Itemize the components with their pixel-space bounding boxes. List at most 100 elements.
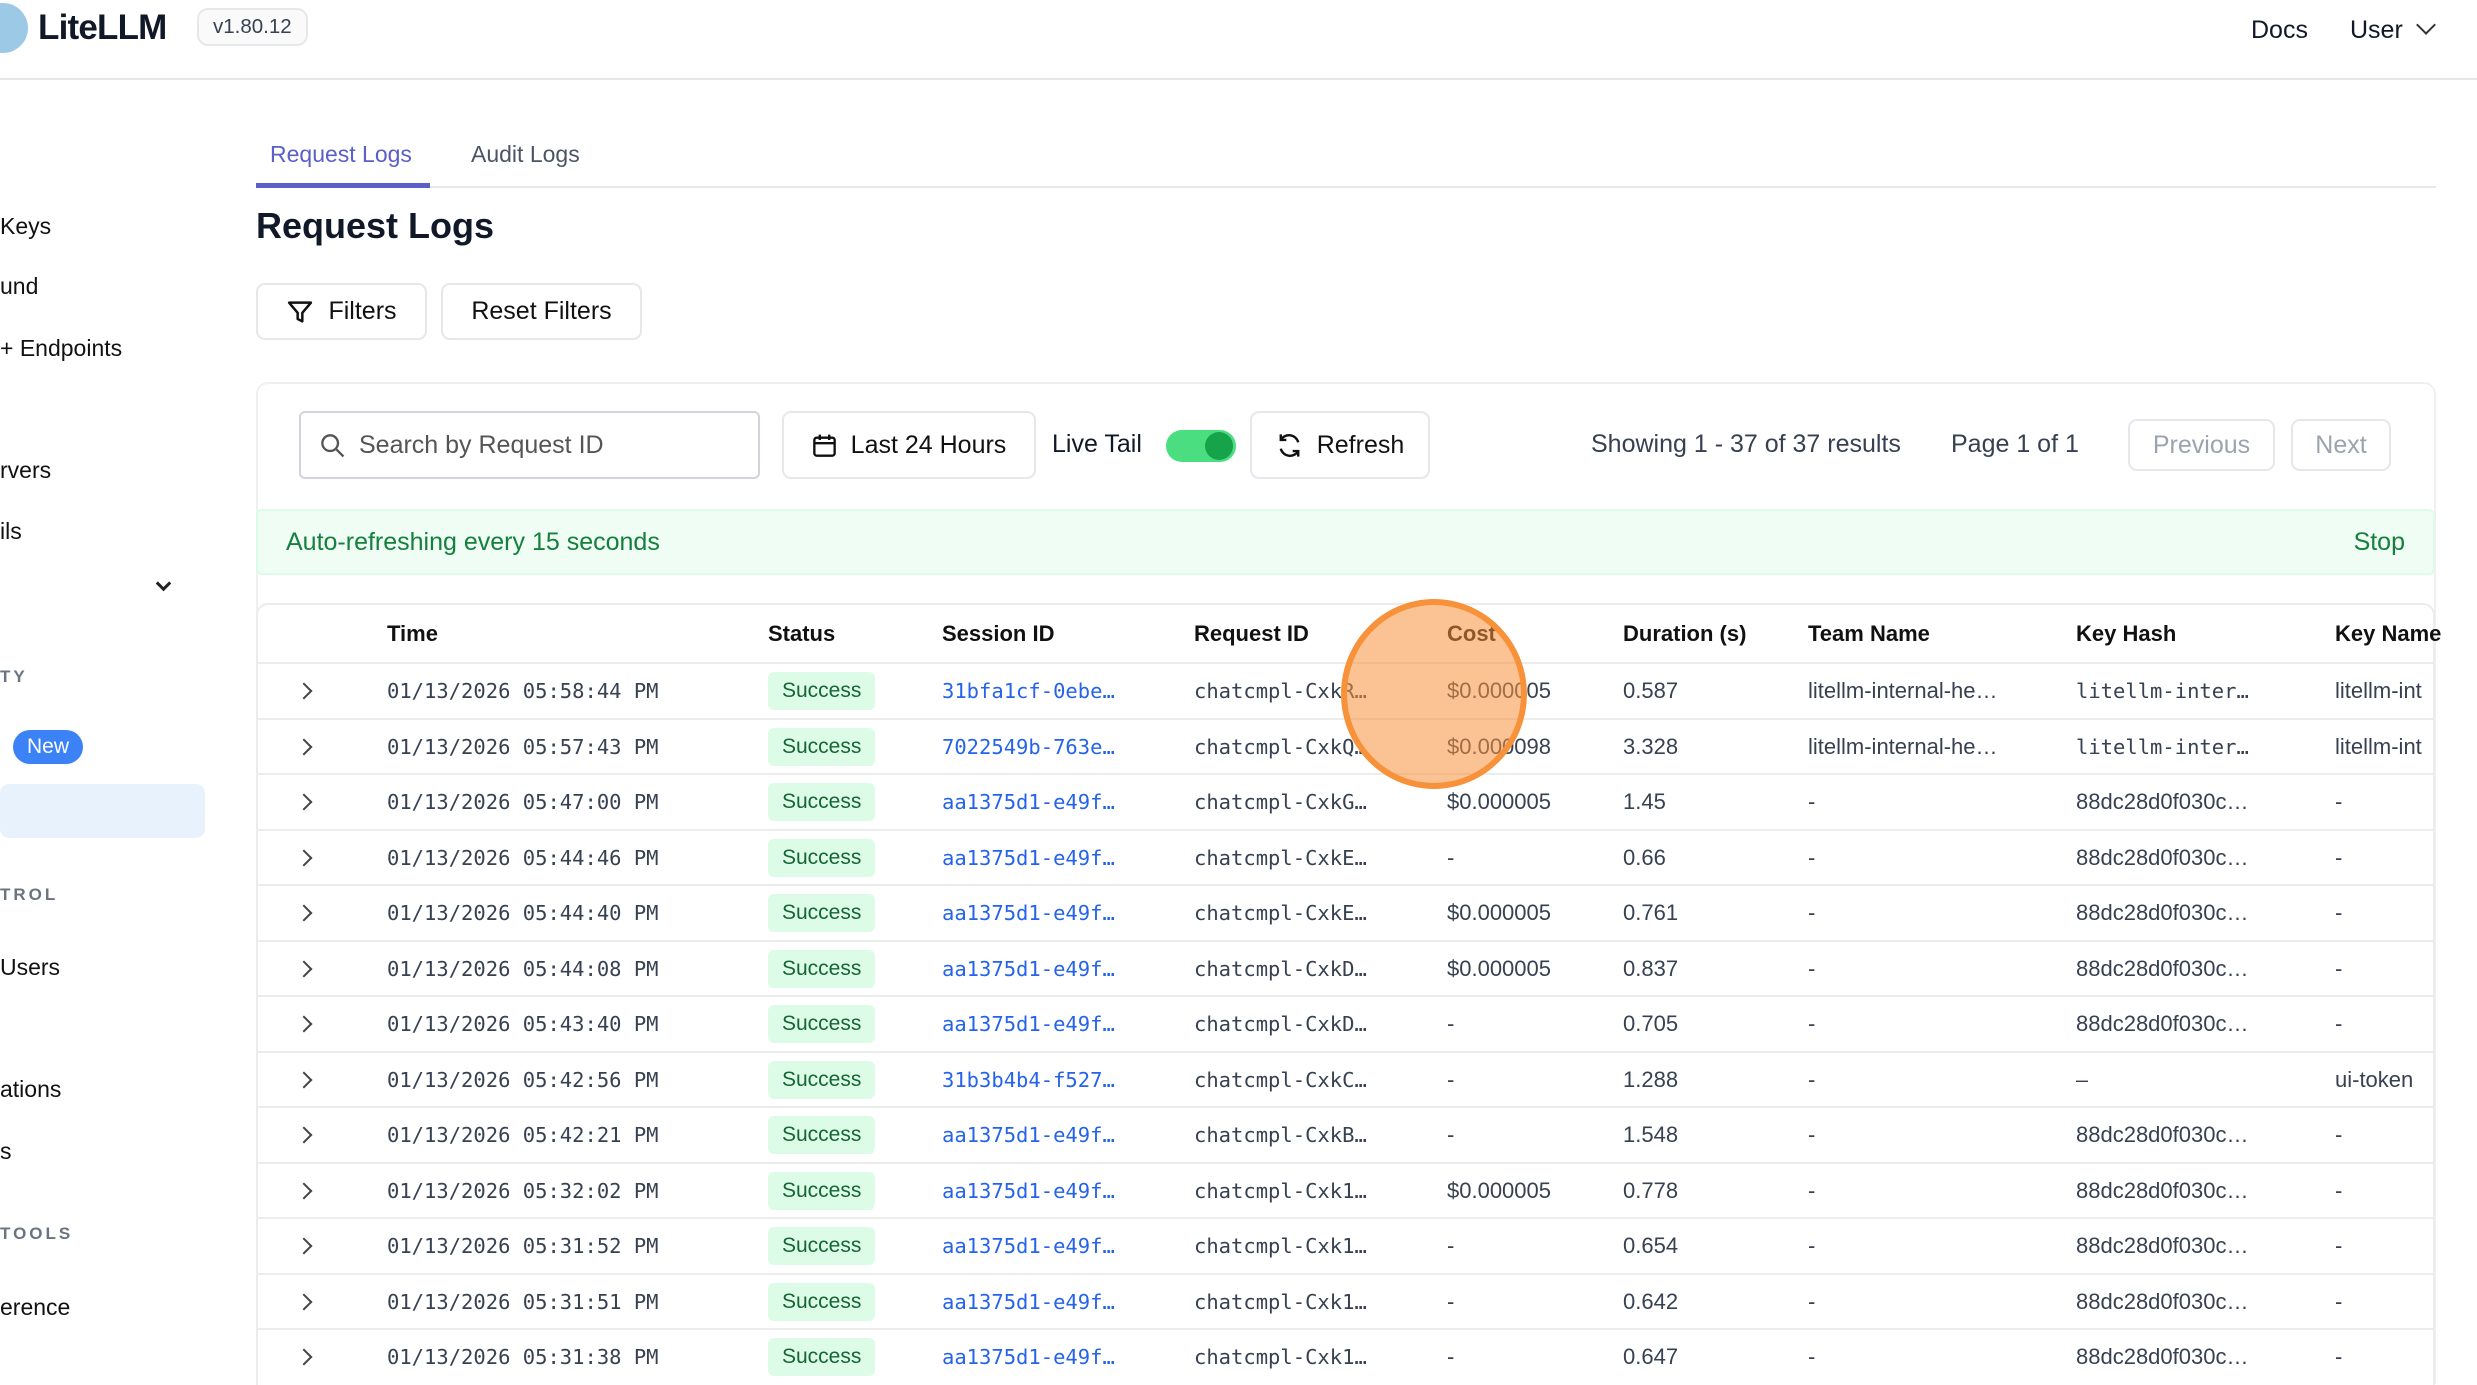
key-hash-cell: 88dc28d0f030c… — [2076, 789, 2249, 814]
time-range-button[interactable]: Last 24 Hours — [782, 411, 1036, 479]
session-id-link[interactable]: aa1375d1-e49f… — [942, 845, 1115, 870]
column-header[interactable]: Team Name — [1808, 621, 1930, 646]
next-button[interactable]: Next — [2291, 419, 2391, 471]
search-input[interactable]: Search by Request ID — [299, 411, 760, 479]
banner-text: Auto-refreshing every 15 seconds — [286, 528, 660, 556]
table-row[interactable]: 01/13/2026 05:31:52 PM Success aa1375d1-e4… — [258, 1217, 2434, 1273]
column-header[interactable]: Key Hash — [2076, 621, 2177, 646]
session-id-link[interactable]: aa1375d1-e49f… — [942, 1289, 1115, 1314]
table-row[interactable]: 01/13/2026 05:47:00 PM Success aa1375d1-e4… — [258, 773, 2434, 829]
sidebar-item-organizations[interactable]: ations — [0, 1076, 62, 1102]
status-badge: Success — [768, 894, 876, 932]
live-tail-toggle[interactable] — [1166, 430, 1236, 462]
column-header[interactable]: Request ID — [1194, 621, 1309, 646]
session-id-link[interactable]: aa1375d1-e49f… — [942, 956, 1115, 981]
sidebar-item-endpoints[interactable]: + Endpoints — [0, 335, 123, 361]
refresh-button[interactable]: Refresh — [1250, 411, 1430, 479]
table-row[interactable]: 01/13/2026 05:44:08 PM Success aa1375d1-e4… — [258, 939, 2434, 996]
filters-button[interactable]: Filters — [256, 283, 427, 340]
sidebar-item-api-reference[interactable]: erence — [0, 1294, 71, 1320]
key-name-cell: litellm-int — [2335, 733, 2422, 759]
sidebar-item-users[interactable]: Users — [0, 954, 61, 980]
key-name-cell: - — [2335, 1344, 2343, 1369]
duration-cell: 0.837 — [1623, 955, 1679, 981]
session-id-link[interactable]: aa1375d1-e49f… — [942, 1345, 1115, 1369]
refresh-label: Refresh — [1316, 430, 1405, 459]
table-row[interactable]: 01/13/2026 05:31:38 PM Success aa1375d1-e4… — [258, 1328, 2434, 1384]
expand-chevron-icon[interactable] — [295, 1348, 313, 1366]
sidebar-item-servers[interactable]: rvers — [0, 457, 52, 483]
time-cell: 01/13/2026 05:42:21 PM — [387, 1123, 659, 1147]
docs-link[interactable]: Docs — [2251, 16, 2308, 44]
table-row[interactable]: 01/13/2026 05:31:51 PM Success aa1375d1-e4… — [258, 1272, 2434, 1329]
status-badge: Success — [768, 1005, 876, 1043]
chevron-down-icon[interactable] — [155, 575, 172, 592]
expand-chevron-icon[interactable] — [295, 1237, 313, 1255]
column-header[interactable]: Session ID — [942, 621, 1055, 646]
session-id-link[interactable]: aa1375d1-e49f… — [942, 901, 1115, 925]
sidebar-item-guardrails[interactable]: ils — [0, 518, 22, 544]
duration-cell: 1.45 — [1623, 789, 1666, 814]
expand-chevron-icon[interactable] — [295, 1126, 313, 1144]
expand-chevron-icon[interactable] — [295, 793, 313, 811]
sidebar-item-playground[interactable]: und — [0, 273, 39, 299]
expand-chevron-icon[interactable] — [295, 1071, 313, 1088]
time-cell: 01/13/2026 05:44:08 PM — [387, 956, 659, 981]
stop-button[interactable]: Stop — [2353, 528, 2405, 556]
table-row[interactable]: 01/13/2026 05:44:46 PM Success aa1375d1-e4… — [258, 828, 2434, 885]
litellm-logo-icon — [0, 3, 28, 53]
column-header[interactable]: Status — [768, 621, 836, 646]
table-row[interactable]: 01/13/2026 05:42:21 PM Success aa1375d1-e4… — [258, 1106, 2434, 1162]
expand-chevron-icon[interactable] — [295, 1182, 313, 1199]
team-name-cell: - — [1808, 1066, 1816, 1092]
column-header[interactable]: Duration (s) — [1623, 621, 1747, 646]
user-menu[interactable]: User — [2350, 15, 2436, 45]
reset-filters-button[interactable]: Reset Filters — [441, 283, 642, 340]
expand-chevron-icon[interactable] — [295, 1293, 313, 1310]
page-title: Request Logs — [256, 205, 495, 246]
table-row[interactable]: 01/13/2026 05:32:02 PM Success aa1375d1-e4… — [258, 1161, 2434, 1218]
key-name-cell: ui-token — [2335, 1066, 2414, 1092]
duration-cell: 0.66 — [1623, 844, 1666, 870]
time-cell: 01/13/2026 05:31:38 PM — [387, 1345, 659, 1369]
sidebar-item-keys[interactable]: Keys — [0, 213, 52, 239]
expand-chevron-icon[interactable] — [295, 849, 313, 866]
session-id-link[interactable]: 31b3b4b4-f527… — [942, 1067, 1115, 1092]
session-id-link[interactable]: 7022549b-763e… — [942, 734, 1115, 759]
request-id-cell: chatcmpl-CxkC… — [1194, 1067, 1367, 1092]
expand-chevron-icon[interactable] — [295, 1015, 313, 1033]
table-row[interactable]: 01/13/2026 05:44:40 PM Success aa1375d1-e4… — [258, 884, 2434, 940]
session-id-link[interactable]: aa1375d1-e49f… — [942, 1178, 1115, 1203]
expand-chevron-icon[interactable] — [295, 682, 313, 700]
live-tail-label: Live Tail — [1052, 430, 1142, 458]
logs-table — [256, 603, 2435, 1385]
expand-chevron-icon[interactable] — [295, 904, 313, 922]
active-tab-indicator — [256, 183, 430, 188]
session-id-link[interactable]: aa1375d1-e49f… — [942, 1123, 1115, 1147]
sidebar-item-active[interactable] — [0, 784, 205, 838]
key-name-cell: - — [2335, 1011, 2343, 1036]
session-id-link[interactable]: 31bfa1cf-0ebe… — [942, 679, 1115, 703]
sidebar-item[interactable]: s — [0, 1138, 12, 1164]
table-row[interactable]: 01/13/2026 05:43:40 PM Success aa1375d1-e4… — [258, 995, 2434, 1051]
session-id-link[interactable]: aa1375d1-e49f… — [942, 1234, 1115, 1258]
duration-cell: 3.328 — [1623, 733, 1679, 759]
tab-request-logs[interactable]: Request Logs — [270, 141, 412, 167]
cost-cell: - — [1447, 1066, 1455, 1092]
key-hash-cell: 88dc28d0f030c… — [2076, 844, 2249, 870]
table-row[interactable]: 01/13/2026 05:57:43 PM Success 7022549b-76… — [258, 717, 2434, 774]
request-id-cell: chatcmpl-Cxk1… — [1194, 1345, 1367, 1369]
column-header[interactable]: Time — [387, 621, 438, 646]
table-row[interactable]: 01/13/2026 05:42:56 PM Success 31b3b4b4-f5… — [258, 1050, 2434, 1107]
column-header[interactable]: Key Name — [2335, 621, 2442, 646]
tab-audit-logs[interactable]: Audit Logs — [471, 141, 580, 167]
session-id-link[interactable]: aa1375d1-e49f… — [942, 790, 1115, 814]
expand-chevron-icon[interactable] — [295, 960, 313, 977]
previous-button[interactable]: Previous — [2128, 419, 2275, 471]
time-range-label: Last 24 Hours — [850, 430, 1007, 459]
expand-chevron-icon[interactable] — [295, 738, 313, 755]
request-id-cell: chatcmpl-CxkD… — [1194, 956, 1367, 981]
session-id-link[interactable]: aa1375d1-e49f… — [942, 1012, 1115, 1036]
duration-cell: 0.587 — [1623, 678, 1679, 703]
key-hash-cell: 88dc28d0f030c… — [2076, 955, 2249, 981]
